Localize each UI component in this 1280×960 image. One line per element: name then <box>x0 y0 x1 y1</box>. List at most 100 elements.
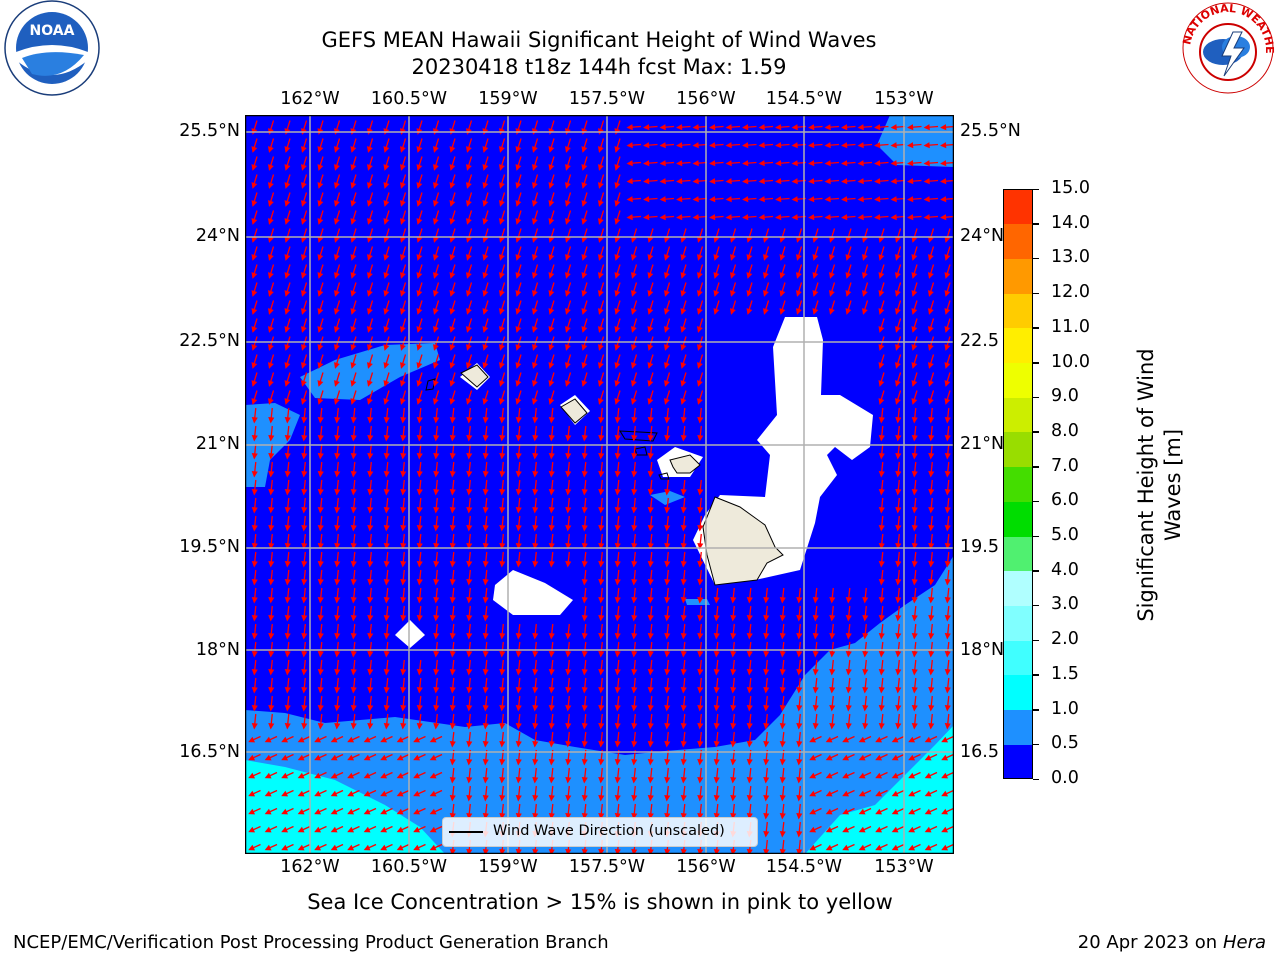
wind-wave-arrowhead <box>890 124 897 131</box>
wind-wave-arrowhead <box>548 651 555 658</box>
wind-wave-arrowhead <box>944 669 951 676</box>
wind-wave-arrowhead <box>857 160 864 167</box>
wind-wave-arrowhead <box>647 344 654 351</box>
wind-wave-arrowhead <box>944 615 951 622</box>
wind-wave-arrowhead <box>928 543 935 550</box>
wind-wave-arrowhead <box>911 705 918 712</box>
wind-wave-arrowhead <box>944 326 951 333</box>
wind-wave-arrowhead <box>565 543 572 550</box>
wind-wave-arrowhead <box>565 453 572 460</box>
wind-wave-arrowhead <box>779 759 786 766</box>
wind-wave-arrowhead <box>334 471 341 478</box>
wind-wave-arrowhead <box>758 196 765 203</box>
wind-wave-arrowhead <box>400 669 407 676</box>
wind-wave-arrowhead <box>330 808 338 815</box>
wind-wave-arrowhead <box>482 182 489 189</box>
wind-wave-arrowhead <box>697 813 704 820</box>
wind-wave-arrowhead <box>647 579 654 586</box>
wind-wave-arrowhead <box>928 453 935 460</box>
wind-wave-arrowhead <box>664 705 671 712</box>
lat-label-left: 25.5°N <box>179 121 240 141</box>
wind-wave-arrowhead <box>333 254 340 261</box>
wind-wave-arrowhead <box>515 344 522 351</box>
wind-wave-arrowhead <box>664 525 671 532</box>
wind-wave-arrowhead <box>300 326 307 333</box>
wind-wave-arrowhead <box>482 525 489 532</box>
wind-wave-arrowhead <box>499 795 506 802</box>
wind-wave-arrowhead <box>267 326 274 333</box>
wind-wave-arrowhead <box>663 398 670 405</box>
wind-wave-arrowhead <box>647 669 654 676</box>
wind-wave-arrowhead <box>531 308 538 315</box>
wind-wave-arrowhead <box>248 790 256 797</box>
wind-wave-arrowhead <box>581 759 588 766</box>
wind-wave-arrowhead <box>429 772 437 779</box>
wind-wave-arrowhead <box>845 272 852 279</box>
wind-wave-arrowhead <box>630 254 637 261</box>
nws-logo: NATIONAL WEATHER SERVICE <box>1178 0 1276 94</box>
wind-wave-arrowhead <box>466 741 473 748</box>
wind-wave-arrowhead <box>664 507 671 514</box>
wind-wave-arrowhead <box>845 308 852 315</box>
wind-wave-arrowhead <box>251 543 258 550</box>
wind-wave-arrowhead <box>333 398 340 405</box>
wind-wave-arrowhead <box>911 525 918 532</box>
wind-wave-arrowhead <box>564 146 571 153</box>
wind-wave-arrowhead <box>630 398 637 405</box>
wind-wave-arrowhead <box>894 272 901 279</box>
wind-wave-arrowhead <box>643 160 650 167</box>
wind-wave-arrowhead <box>350 435 357 442</box>
wind-wave-arrowhead <box>251 669 258 676</box>
wind-wave-arrowhead <box>647 759 654 766</box>
wind-wave-arrowhead <box>894 362 901 369</box>
wind-wave-arrowhead <box>713 290 720 297</box>
wind-wave-arrowhead <box>284 651 291 658</box>
wind-wave-arrowhead <box>499 759 506 766</box>
wind-wave-arrowhead <box>449 398 456 405</box>
wind-wave-arrowhead <box>842 844 850 851</box>
wind-wave-arrowhead <box>664 723 671 730</box>
wind-wave-arrowhead <box>614 254 621 261</box>
wind-wave-arrowhead <box>692 124 699 131</box>
wind-wave-arrowhead <box>614 651 621 658</box>
wind-wave-arrowhead <box>413 844 421 851</box>
wind-wave-arrowhead <box>548 813 555 820</box>
wind-wave-arrowhead <box>862 615 869 622</box>
wind-wave-arrowhead <box>350 290 357 297</box>
wind-wave-arrowhead <box>297 754 305 761</box>
wind-wave-arrowhead <box>399 398 406 405</box>
wind-wave-arrowhead <box>548 164 555 171</box>
wind-wave-arrowhead <box>564 182 571 189</box>
wind-wave-arrowhead <box>482 435 489 442</box>
wind-wave-arrowhead <box>664 561 671 568</box>
colorbar-title-line1: Significant Height of Wind <box>1134 348 1158 622</box>
wind-wave-arrowhead <box>432 344 439 351</box>
wind-wave-arrowhead <box>825 826 833 833</box>
wind-wave-arrowhead <box>598 687 605 694</box>
colorbar-tick-label: 6.0 <box>1051 490 1079 511</box>
wind-wave-arrowhead <box>449 597 456 604</box>
wind-wave-arrowhead <box>432 308 439 315</box>
wind-wave-arrowhead <box>465 254 472 261</box>
wind-wave-arrowhead <box>268 417 275 424</box>
wind-wave-arrowhead <box>598 651 605 658</box>
wind-wave-arrowhead <box>709 196 716 203</box>
wind-wave-arrowhead <box>429 754 437 761</box>
wind-wave-arrowhead <box>515 146 522 153</box>
wind-wave-arrowhead <box>878 308 885 315</box>
wind-wave-arrowhead <box>297 736 305 743</box>
wind-wave-arrowhead <box>317 489 324 496</box>
wind-wave-arrowhead <box>598 597 605 604</box>
wind-wave-arrowhead <box>796 651 803 658</box>
wind-wave-arrowhead <box>598 705 605 712</box>
wind-wave-arrowhead <box>499 417 506 424</box>
wind-wave-arrowhead <box>284 489 291 496</box>
wind-wave-arrowhead <box>598 579 605 586</box>
wind-wave-arrowhead <box>697 705 704 712</box>
wind-wave-arrowhead <box>548 272 555 279</box>
wind-wave-arrowhead <box>482 218 489 225</box>
wind-wave-arrowhead <box>895 597 902 604</box>
wind-wave-arrowhead <box>416 723 423 730</box>
wind-wave-arrowhead <box>482 290 489 297</box>
wind-wave-arrowhead <box>928 723 935 730</box>
